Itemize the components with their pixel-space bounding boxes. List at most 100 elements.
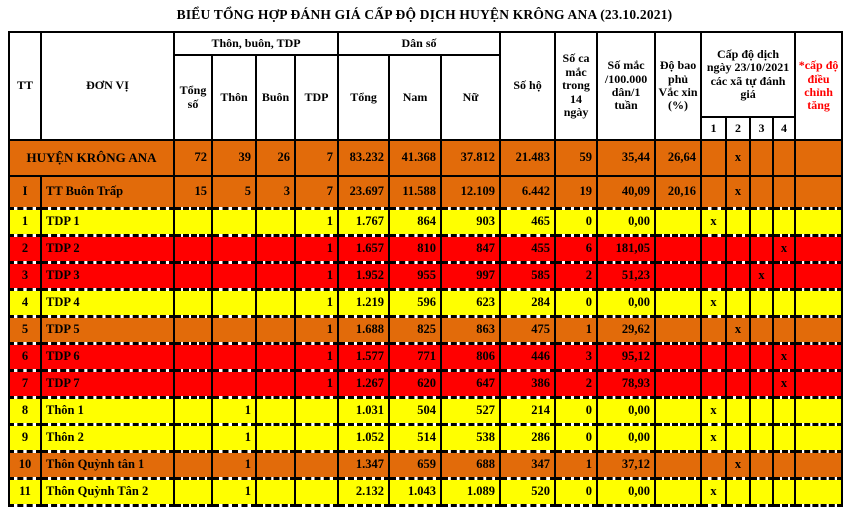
col-header-level-3: 3 bbox=[751, 118, 775, 141]
cell-buon bbox=[257, 372, 296, 399]
cell-so-ho: 455 bbox=[501, 237, 557, 264]
cell-dan-so-tong: 1.688 bbox=[339, 318, 391, 345]
cell-cap-do-dieu-chinh bbox=[796, 399, 844, 426]
cell-thon: 1 bbox=[213, 480, 257, 507]
cell-level-1 bbox=[702, 141, 728, 177]
cell-dan-so-nam: 504 bbox=[390, 399, 443, 426]
cell-buon bbox=[257, 399, 296, 426]
cell-tdp bbox=[296, 399, 340, 426]
cell-level-2 bbox=[727, 264, 752, 291]
table-row: 4 TDP 4 1 1.219 596 623 284 0 0,00 x bbox=[8, 291, 844, 318]
cell-do-bao-phu-vac-xin bbox=[656, 453, 703, 480]
cell-level-4-mark: x bbox=[774, 345, 797, 372]
cell-tdp: 1 bbox=[296, 345, 340, 372]
cell-do-bao-phu-vac-xin bbox=[656, 345, 703, 372]
cell-level-1-mark: x bbox=[702, 291, 728, 318]
cell-level-3-mark: x bbox=[751, 264, 775, 291]
cell-tt: 1 bbox=[8, 210, 42, 237]
cell-thon bbox=[213, 237, 257, 264]
cell-tdp bbox=[296, 480, 340, 507]
cell-do-bao-phu-vac-xin bbox=[656, 399, 703, 426]
cell-level-4 bbox=[774, 141, 797, 177]
cell-do-bao-phu-vac-xin bbox=[656, 318, 703, 345]
cell-so-ho: 475 bbox=[501, 318, 557, 345]
cell-tdp bbox=[296, 426, 340, 453]
cell-tdp: 7 bbox=[296, 141, 340, 177]
cell-so-ho: 286 bbox=[501, 426, 557, 453]
cell-tdp: 1 bbox=[296, 210, 340, 237]
report-title: BIỂU TỔNG HỢP ĐÁNH GIÁ CẤP ĐỘ DỊCH HUYỆN… bbox=[176, 7, 673, 22]
cell-thon: 5 bbox=[213, 177, 257, 210]
cell-level-1 bbox=[702, 264, 728, 291]
cell-dan-so-nu: 806 bbox=[442, 345, 502, 372]
cell-level-2 bbox=[727, 291, 752, 318]
cell-don-vi: Thôn Quỳnh tân 1 bbox=[42, 453, 175, 480]
col-header-do-bao-phu-vac-xin: Độ bao phủ Vắc xin (%) bbox=[656, 31, 703, 141]
cell-dan-so-nu: 538 bbox=[442, 426, 502, 453]
cell-level-4 bbox=[774, 318, 797, 345]
cell-cap-do-dieu-chinh bbox=[796, 480, 844, 507]
cell-level-3 bbox=[751, 291, 775, 318]
cell-so-ca-14-ngay: 2 bbox=[556, 372, 599, 399]
cell-don-vi: TDP 7 bbox=[42, 372, 175, 399]
col-header-cap-do-dieu-chinh: *cấp độ điều chỉnh tăng bbox=[796, 31, 844, 141]
cell-tong-so bbox=[175, 237, 213, 264]
cell-tt: 10 bbox=[8, 453, 42, 480]
cell-dan-so-nam: 771 bbox=[390, 345, 443, 372]
cell-so-mac-100k: 181,05 bbox=[598, 237, 657, 264]
cell-dan-so-nu: 1.089 bbox=[442, 480, 502, 507]
cell-level-4 bbox=[774, 453, 797, 480]
cell-thon bbox=[213, 318, 257, 345]
cell-so-ca-14-ngay: 19 bbox=[556, 177, 599, 210]
cell-dan-so-nu: 997 bbox=[442, 264, 502, 291]
cell-cap-do-dieu-chinh bbox=[796, 264, 844, 291]
cell-so-mac-100k: 37,12 bbox=[598, 453, 657, 480]
cell-level-2-mark: x bbox=[727, 453, 752, 480]
col-header-tdp: TDP bbox=[296, 56, 340, 141]
cell-tong-so bbox=[175, 345, 213, 372]
cell-cap-do-dieu-chinh bbox=[796, 318, 844, 345]
cell-buon bbox=[257, 291, 296, 318]
cell-so-mac-100k: 0,00 bbox=[598, 291, 657, 318]
cell-tong-so: 72 bbox=[175, 141, 213, 177]
cell-don-vi: TDP 4 bbox=[42, 291, 175, 318]
cell-dan-so-nam: 41.368 bbox=[390, 141, 443, 177]
cell-level-4-mark: x bbox=[774, 237, 797, 264]
cell-tt: 11 bbox=[8, 480, 42, 507]
cell-tt: 9 bbox=[8, 426, 42, 453]
cell-tong-so bbox=[175, 318, 213, 345]
cell-cap-do-dieu-chinh bbox=[796, 237, 844, 264]
cell-tt: 6 bbox=[8, 345, 42, 372]
cell-don-vi: TT Buôn Trấp bbox=[42, 177, 175, 210]
cell-level-3 bbox=[751, 453, 775, 480]
cell-so-ca-14-ngay: 0 bbox=[556, 291, 599, 318]
cell-so-ca-14-ngay: 2 bbox=[556, 264, 599, 291]
cell-don-vi: TDP 3 bbox=[42, 264, 175, 291]
cell-dan-so-tong: 1.052 bbox=[339, 426, 391, 453]
cell-level-1 bbox=[702, 177, 728, 210]
cell-dan-so-tong: 1.267 bbox=[339, 372, 391, 399]
cell-don-vi: TDP 1 bbox=[42, 210, 175, 237]
cell-so-mac-100k: 0,00 bbox=[598, 210, 657, 237]
cell-tdp: 1 bbox=[296, 237, 340, 264]
cell-buon bbox=[257, 237, 296, 264]
cell-dan-so-nam: 620 bbox=[390, 372, 443, 399]
cell-dan-so-nam: 1.043 bbox=[390, 480, 443, 507]
cell-so-ho: 21.483 bbox=[501, 141, 557, 177]
cell-tong-so bbox=[175, 480, 213, 507]
cell-dan-so-tong: 1.577 bbox=[339, 345, 391, 372]
cell-dan-so-tong: 1.219 bbox=[339, 291, 391, 318]
cell-thon bbox=[213, 291, 257, 318]
cell-so-ca-14-ngay: 3 bbox=[556, 345, 599, 372]
cell-dan-so-nu: 847 bbox=[442, 237, 502, 264]
cell-don-vi: HUYỆN KRÔNG ANA bbox=[8, 141, 175, 177]
cell-level-3 bbox=[751, 177, 775, 210]
cell-level-1 bbox=[702, 318, 728, 345]
cell-so-mac-100k: 78,93 bbox=[598, 372, 657, 399]
cell-cap-do-dieu-chinh bbox=[796, 426, 844, 453]
cell-dan-so-nam: 596 bbox=[390, 291, 443, 318]
cell-level-2 bbox=[727, 345, 752, 372]
cell-thon: 1 bbox=[213, 453, 257, 480]
cell-so-ho: 446 bbox=[501, 345, 557, 372]
cell-buon bbox=[257, 480, 296, 507]
